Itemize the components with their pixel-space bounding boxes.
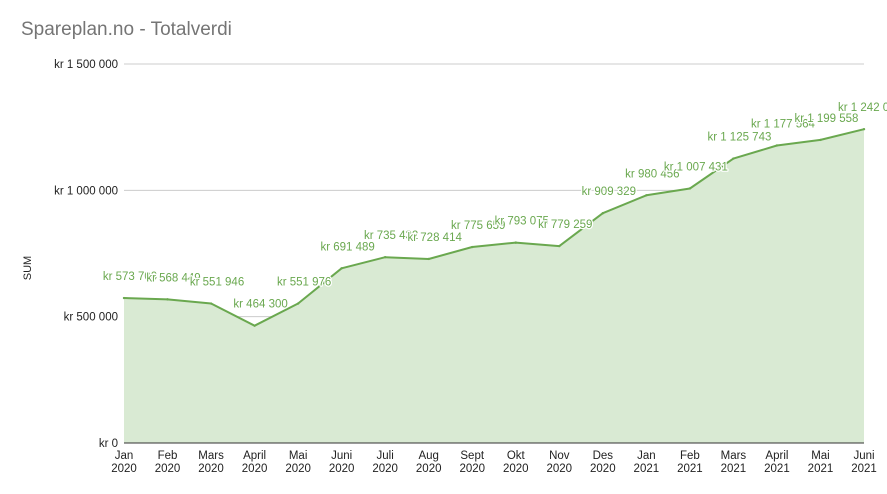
x-tick-year: 2021 [634, 463, 660, 475]
x-tick-month: Jan [115, 450, 134, 462]
data-point [558, 244, 561, 248]
data-point [471, 245, 474, 249]
series-line [123, 128, 865, 327]
x-tick-month: Jan [637, 450, 656, 462]
x-tick-month: Nov [549, 450, 570, 462]
data-label: kr 1 125 743 [707, 132, 771, 144]
x-tick-month: April [243, 450, 266, 462]
data-label: kr 1 007 431 [664, 161, 728, 173]
x-tick-year: 2020 [155, 463, 181, 475]
data-label: kr 793 075 [495, 216, 549, 228]
data-point [819, 138, 822, 142]
data-point [601, 212, 605, 215]
x-tick-year: 2021 [764, 463, 790, 475]
y-tick-label: kr 1 500 000 [54, 59, 118, 71]
x-tick-year: 2020 [546, 463, 572, 475]
data-point [296, 302, 300, 305]
x-tick-year: 2020 [590, 463, 616, 475]
x-tick-year: 2020 [372, 463, 398, 475]
data-label: kr 909 329 [582, 186, 636, 198]
x-tick-month: Sept [460, 450, 484, 462]
data-point [166, 298, 169, 301]
data-point [209, 302, 213, 305]
data-point [688, 187, 692, 190]
y-tick-label: kr 1 000 000 [54, 185, 118, 197]
x-tick-month: Mars [198, 450, 224, 462]
x-tick-month: Juli [377, 450, 394, 462]
data-label: kr 735 432 [364, 230, 418, 242]
y-tick-label: kr 0 [99, 438, 118, 450]
data-label: kr 691 489 [320, 241, 374, 253]
x-tick-year: 2020 [198, 463, 224, 475]
data-label: kr 728 414 [408, 232, 463, 244]
y-axis-label: SUM [22, 256, 34, 280]
data-point [122, 296, 126, 300]
x-tick-year: 2020 [329, 463, 355, 475]
data-label: kr 1 199 558 [795, 113, 859, 125]
data-point [775, 144, 779, 147]
y-tick-label: kr 500 000 [64, 312, 118, 324]
x-tick-year: 2020 [242, 463, 268, 475]
chart-title: Spareplan.no - Totalverdi [21, 19, 232, 40]
x-tick-month: Aug [418, 450, 438, 462]
x-tick-year: 2020 [416, 463, 442, 475]
x-tick-month: April [765, 450, 788, 462]
x-tick-year: 2021 [808, 463, 834, 475]
data-label: kr 551 976 [277, 277, 331, 289]
x-tick-month: Mai [289, 450, 308, 462]
x-tick-year: 2021 [677, 463, 703, 475]
x-tick-month: Juni [853, 450, 874, 462]
data-label: kr 980 456 [625, 168, 679, 180]
data-label: kr 568 449 [146, 272, 200, 284]
data-point [427, 257, 430, 261]
data-label: kr 1 242 020 [838, 102, 887, 114]
x-tick-year: 2020 [503, 463, 529, 475]
x-tick-month: Mai [811, 450, 830, 462]
x-tick-month: Feb [158, 450, 178, 462]
x-tick-month: Mars [721, 450, 747, 462]
data-point [253, 324, 256, 327]
x-tick-month: Feb [680, 450, 700, 462]
data-label: kr 779 259 [538, 219, 592, 231]
x-tick-month: Juni [331, 450, 352, 462]
data-point [732, 157, 735, 160]
data-point [645, 194, 648, 197]
data-points [122, 127, 866, 327]
x-tick-year: 2021 [721, 463, 747, 475]
y-axis-ticks: kr 0 kr 500 000 kr 1 000 000 kr 1 500 000 [54, 59, 118, 450]
data-point [383, 255, 387, 259]
data-label: kr 1 177 564 [751, 118, 816, 130]
data-label: kr 464 300 [233, 299, 287, 311]
data-label: kr 573 700 [103, 271, 157, 283]
x-tick-year: 2020 [285, 463, 311, 475]
data-point [340, 267, 343, 270]
x-tick-month: Des [593, 450, 614, 462]
area-fill [124, 129, 864, 443]
data-point [862, 127, 866, 131]
x-axis-ticks: Jan2020Feb2020Mars2020April2020Mai2020Ju… [111, 450, 877, 475]
data-point [514, 241, 517, 244]
data-label: kr 775 659 [451, 220, 505, 232]
x-tick-year: 2020 [459, 463, 485, 475]
x-tick-month: Okt [507, 450, 526, 462]
x-tick-year: 2020 [111, 463, 137, 475]
data-label: kr 551 946 [190, 277, 244, 289]
x-tick-year: 2021 [851, 463, 877, 475]
